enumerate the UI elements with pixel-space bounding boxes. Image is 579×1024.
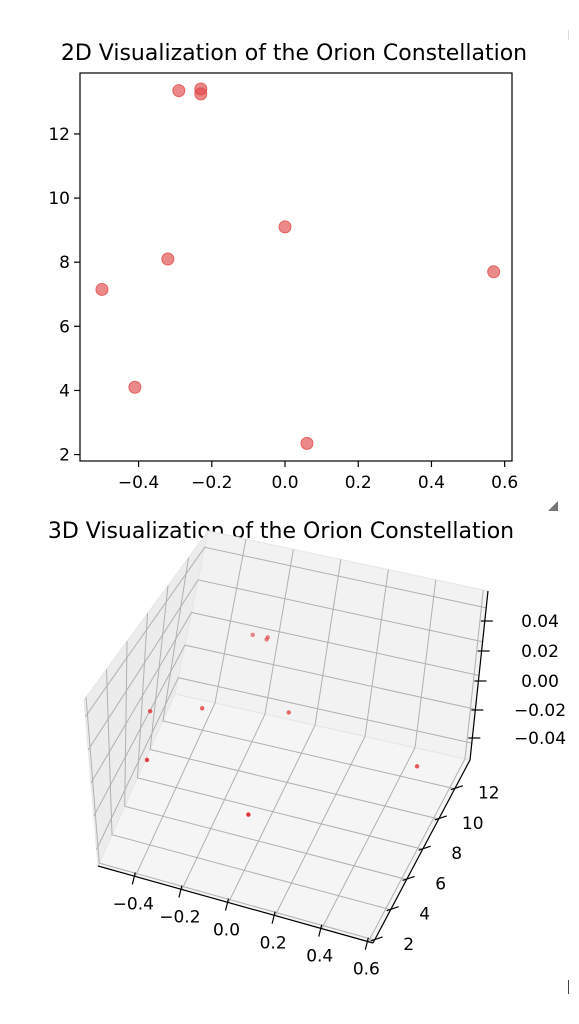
scroll-edge-mark-top <box>568 30 569 40</box>
data-point-3d <box>250 632 255 637</box>
grid-line-y <box>106 669 391 911</box>
grid-line-x <box>181 549 294 890</box>
y-tick-label: 6 <box>59 317 70 337</box>
data-point <box>161 252 175 266</box>
x-tick-label: 0.2 <box>345 473 372 493</box>
grid-line-y <box>162 557 455 790</box>
grid-line-x <box>274 569 389 916</box>
plot-area-2d <box>79 72 513 462</box>
points-2d <box>95 82 501 450</box>
y-tick-mark-3d <box>370 936 383 942</box>
x-tick-label-3d: 0.2 <box>260 934 287 954</box>
data-point-3d <box>286 710 291 715</box>
grid-line-x <box>228 559 342 903</box>
data-point <box>172 84 186 98</box>
y-tick-label: 4 <box>59 381 70 401</box>
z-tick-label-3d: 0.00 <box>521 672 559 692</box>
y-tick-mark-3d <box>418 845 431 851</box>
grid-line-z <box>90 611 480 784</box>
z-tick-label-3d: −0.04 <box>514 729 566 749</box>
z-tick-label-3d: 0.02 <box>521 642 559 662</box>
grid-line-y <box>85 697 375 941</box>
grid-line-z <box>93 644 476 817</box>
y-tick-mark-3d <box>450 785 463 791</box>
y-tick-label: 12 <box>48 125 70 145</box>
data-point-3d <box>414 764 420 769</box>
x-tick-mark-3d <box>224 898 230 911</box>
x-tick-mark-3d <box>271 911 276 924</box>
z-tick-label-3d: 0.04 <box>521 612 559 632</box>
x-tick-label-3d: 0.4 <box>306 947 333 967</box>
z-tick-label-3d: −0.02 <box>514 701 566 721</box>
grid-line-y <box>136 613 423 850</box>
y-tick-mark-3d <box>434 815 447 821</box>
chart-2d-title: 2D Visualization of the Orion Constellat… <box>61 41 527 66</box>
points-3d <box>144 632 420 817</box>
scroll-edge-mark <box>568 980 569 994</box>
data-point-3d <box>246 812 251 817</box>
y-tick-label-3d: 6 <box>435 874 446 894</box>
chart-2d: 2D Visualization of the Orion Constellat… <box>48 41 527 493</box>
data-point <box>95 282 109 296</box>
x-tick-label: 0.6 <box>491 473 518 493</box>
x-tick-label-3d: −0.4 <box>113 894 154 914</box>
data-point <box>194 87 208 101</box>
x-tick-label-3d: −0.2 <box>159 907 200 927</box>
y-tick-mark-3d <box>402 875 415 882</box>
x-tick-mark-3d <box>178 885 183 898</box>
x-axis-2d: −0.4 −0.2 0.0 0.2 0.4 0.6 <box>118 461 518 493</box>
z-axis-3d-line <box>469 590 489 761</box>
grid-line-z <box>84 546 487 717</box>
chart-3d-title: 3D Visualization of the Orion Constellat… <box>48 519 514 544</box>
y-tick-label-3d: 8 <box>451 844 462 864</box>
x-tick-mark-3d <box>318 924 323 937</box>
resize-handle-icon[interactable] <box>548 496 558 511</box>
data-point-3d <box>144 757 150 763</box>
x-tick-label: 0.4 <box>418 473 445 493</box>
data-point <box>128 380 142 394</box>
grid-line-y <box>149 585 439 820</box>
y-axis-3d-line <box>372 759 471 944</box>
x-tick-label-3d: 0.6 <box>353 960 380 980</box>
grid-line-y <box>124 641 407 880</box>
y-tick-label: 2 <box>59 446 70 466</box>
x-tick-label: −0.4 <box>118 473 159 493</box>
x-tick-label: −0.2 <box>191 473 232 493</box>
data-point-3d <box>199 706 205 711</box>
grid-line-z <box>87 579 483 751</box>
x-axis-3d-line <box>97 865 374 944</box>
x-tick-mark-3d <box>131 872 136 885</box>
grid-line-x <box>367 589 484 942</box>
x-tick-mark-3d <box>364 937 369 950</box>
grid-line-x <box>321 579 437 929</box>
y-axis-2d: 2 4 6 8 10 12 <box>48 125 80 466</box>
grid-3d <box>84 539 487 942</box>
y-tick-label-3d: 4 <box>419 905 430 925</box>
y-tick-label-3d: 10 <box>462 814 484 834</box>
y-tick-label-3d: 2 <box>403 935 414 955</box>
x-tick-label-3d: 0.0 <box>213 921 240 941</box>
data-point-3d <box>147 708 153 714</box>
x-tick-label: 0.0 <box>271 473 298 493</box>
data-point <box>300 436 314 450</box>
y-tick-mark-3d <box>386 906 399 912</box>
grid-line-x <box>134 539 247 877</box>
y-tick-label: 10 <box>48 189 70 209</box>
chart-3d: 3D Visualization of the Orion Constellat… <box>48 519 566 980</box>
data-point <box>278 220 292 234</box>
y-tick-label-3d: 12 <box>478 784 500 804</box>
grid-line-z <box>96 677 472 850</box>
data-point <box>487 265 501 279</box>
data-point-3d <box>264 637 269 642</box>
y-tick-label: 8 <box>59 253 70 273</box>
